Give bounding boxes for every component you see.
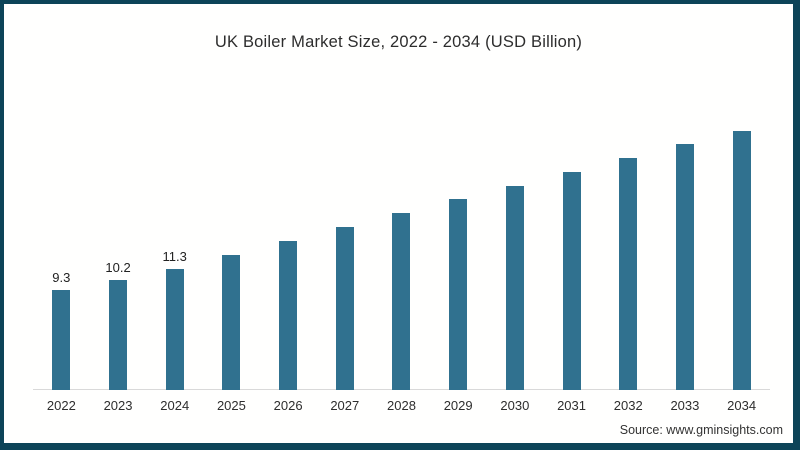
- x-tick-2029: 2029: [443, 398, 473, 413]
- bar-value-label-2022: 9.3: [52, 270, 71, 285]
- bar-column-2031: [543, 172, 600, 390]
- x-tick-2028: 2028: [387, 398, 416, 413]
- x-tick-2034: 2034: [727, 398, 757, 413]
- bar-2025: [222, 255, 241, 390]
- bar-2029: [449, 199, 468, 390]
- bar-column-2028: [373, 213, 430, 390]
- bar-series: 9.3 10.2 11.3: [33, 84, 770, 390]
- bar-column-2032: [600, 158, 657, 390]
- bar-column-2029: [430, 199, 487, 390]
- x-axis-tick-labels: 2022 2023 2024 2025 2026 2027 2028 2029 2030 2031…: [33, 399, 770, 412]
- bar-2030: [505, 186, 524, 390]
- bar-2028: [392, 213, 411, 390]
- bar-2032: [619, 158, 638, 390]
- bar-column-2023: 10.2: [90, 261, 147, 390]
- bar-column-2034: [713, 131, 770, 390]
- x-tick-2033: 2033: [670, 398, 700, 413]
- bar-2022: [52, 290, 71, 390]
- x-tick-2026: 2026: [273, 398, 303, 413]
- bar-value-label-2023: 10.2: [105, 260, 131, 275]
- bar-2024: [165, 269, 184, 390]
- bar-2026: [279, 241, 298, 390]
- bar-value-label-2024: 11.3: [162, 249, 187, 264]
- bar-column-2025: [203, 255, 260, 390]
- chart-title: UK Boiler Market Size, 2022 - 2034 (USD …: [214, 33, 583, 51]
- source-credit: Source: www.gminsights.com: [619, 423, 783, 437]
- x-tick-2027: 2027: [330, 398, 360, 413]
- x-tick-2023: 2023: [103, 398, 133, 413]
- x-tick-2024: 2024: [160, 398, 190, 413]
- bar-2034: [732, 131, 751, 390]
- bar-2027: [335, 227, 354, 390]
- bar-2033: [675, 144, 694, 390]
- bar-2031: [562, 172, 581, 390]
- bar-column-2033: [657, 144, 714, 390]
- bar-column-2022: 9.3: [33, 271, 90, 390]
- bar-chart-plot: 9.3 10.2 11.3 2022 2023 2024 2025 2026 2027 2028…: [33, 84, 770, 412]
- bar-2023: [109, 280, 128, 390]
- x-tick-2032: 2032: [613, 398, 643, 413]
- x-tick-2030: 2030: [500, 398, 530, 413]
- bar-column-2030: [487, 186, 544, 390]
- bar-column-2027: [316, 227, 373, 390]
- x-tick-2022: 2022: [46, 398, 76, 413]
- bar-column-2024: 11.3: [146, 250, 203, 390]
- x-tick-2031: 2031: [557, 398, 586, 413]
- bar-column-2026: [260, 241, 317, 390]
- x-tick-2025: 2025: [216, 398, 246, 413]
